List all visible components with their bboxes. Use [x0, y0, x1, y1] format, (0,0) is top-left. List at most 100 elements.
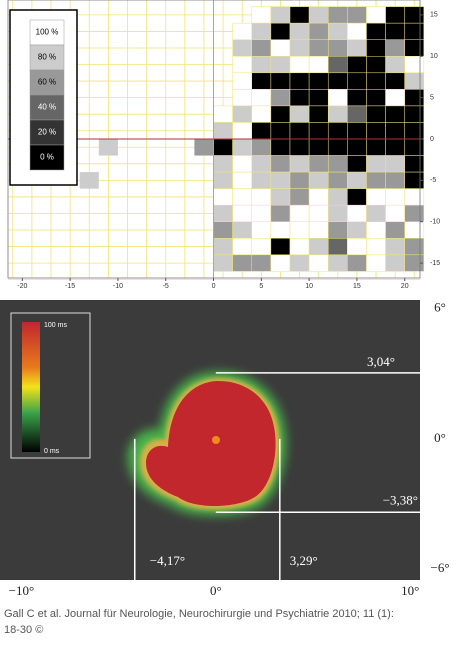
cell — [308, 204, 329, 222]
cell — [385, 39, 405, 57]
cell — [289, 89, 310, 107]
cell — [308, 238, 329, 256]
legend-swatch — [29, 19, 65, 46]
cell — [251, 138, 272, 156]
cell — [347, 72, 367, 90]
cell — [213, 138, 233, 156]
cell — [308, 56, 329, 74]
cell — [232, 254, 253, 272]
x-tick-label: -10 — [113, 283, 123, 290]
border-label: −4,17° — [150, 553, 185, 568]
cell — [347, 238, 367, 256]
cell — [404, 72, 425, 90]
legend-label: 40 % — [38, 103, 56, 112]
y-tick-label: −6° — [430, 560, 449, 575]
cell — [385, 6, 405, 24]
cell — [347, 188, 367, 206]
cell — [347, 138, 367, 156]
cell — [232, 72, 253, 90]
cell — [347, 56, 367, 74]
cell — [404, 254, 425, 272]
cell — [251, 221, 272, 239]
cell — [232, 122, 253, 140]
colorbar-label: 0 ms — [44, 448, 60, 455]
cell — [251, 238, 272, 256]
cell — [251, 56, 272, 74]
cell — [79, 172, 99, 189]
cell — [347, 122, 367, 140]
x-tick-label: 5 — [259, 283, 263, 290]
cell — [251, 188, 272, 206]
x-tick-label: -15 — [65, 283, 75, 290]
perimetry-chart: -20 -15 -10 -5 0 5 10 15 20 -15 -10 -5 0 5 10 15 100 % 80… — [7, 0, 440, 290]
cell — [232, 204, 253, 222]
cell — [251, 105, 272, 123]
cell — [308, 72, 329, 90]
cell — [289, 188, 310, 206]
cell — [327, 72, 348, 90]
legend-swatch — [29, 69, 65, 96]
cell — [308, 39, 329, 57]
cell — [213, 155, 233, 173]
border-label: 3,04° — [367, 354, 395, 369]
cell — [251, 6, 272, 24]
cell — [251, 89, 272, 107]
cell — [270, 155, 291, 173]
cell — [308, 105, 329, 123]
cell — [270, 122, 291, 140]
cell — [404, 22, 425, 40]
cell — [289, 6, 310, 24]
x-tick-label: −10° — [9, 583, 35, 598]
legend-swatch — [29, 119, 65, 146]
cell — [270, 72, 291, 90]
cell — [347, 171, 367, 189]
reaction-map: 100 ms 0 ms 3,04° −3,38° −4,17° 3,29° — [0, 300, 425, 580]
cell — [213, 254, 233, 272]
cell — [366, 122, 386, 140]
cell — [347, 89, 367, 107]
cell — [270, 39, 291, 57]
cell — [213, 105, 233, 123]
cell — [213, 171, 233, 189]
cell — [347, 221, 367, 239]
cell — [366, 56, 386, 74]
cell — [385, 254, 405, 272]
y-tick-label: -10 — [430, 219, 440, 226]
cell — [347, 204, 367, 222]
cell — [385, 89, 405, 107]
cell — [270, 254, 291, 272]
cell — [308, 171, 329, 189]
cell — [385, 105, 405, 123]
cell — [366, 105, 386, 123]
y-tick-label: 15 — [430, 12, 438, 19]
cell — [366, 138, 386, 156]
cell — [404, 155, 425, 173]
cell — [404, 204, 425, 222]
legend-label: 20 % — [38, 128, 56, 137]
cell — [366, 72, 386, 90]
cell — [347, 105, 367, 123]
cell — [213, 188, 233, 206]
cell — [251, 22, 272, 40]
cell — [308, 155, 329, 173]
x-tick-label: 15 — [353, 283, 361, 290]
cell — [327, 6, 348, 24]
cell — [347, 22, 367, 40]
cell — [366, 155, 386, 173]
cell — [327, 221, 348, 239]
cell — [213, 204, 233, 222]
y-tick-label: 5 — [430, 94, 434, 101]
y-tick-label: -15 — [430, 260, 440, 267]
border-label: 3,29° — [290, 553, 318, 568]
cell — [289, 171, 310, 189]
cell — [308, 138, 329, 156]
cell — [327, 89, 348, 107]
cell — [213, 238, 233, 256]
cell — [308, 221, 329, 239]
cell — [385, 221, 405, 239]
cell — [251, 254, 272, 272]
y-tick-label: -5 — [430, 177, 436, 184]
cell — [289, 204, 310, 222]
cell — [366, 39, 386, 57]
cell — [289, 56, 310, 74]
